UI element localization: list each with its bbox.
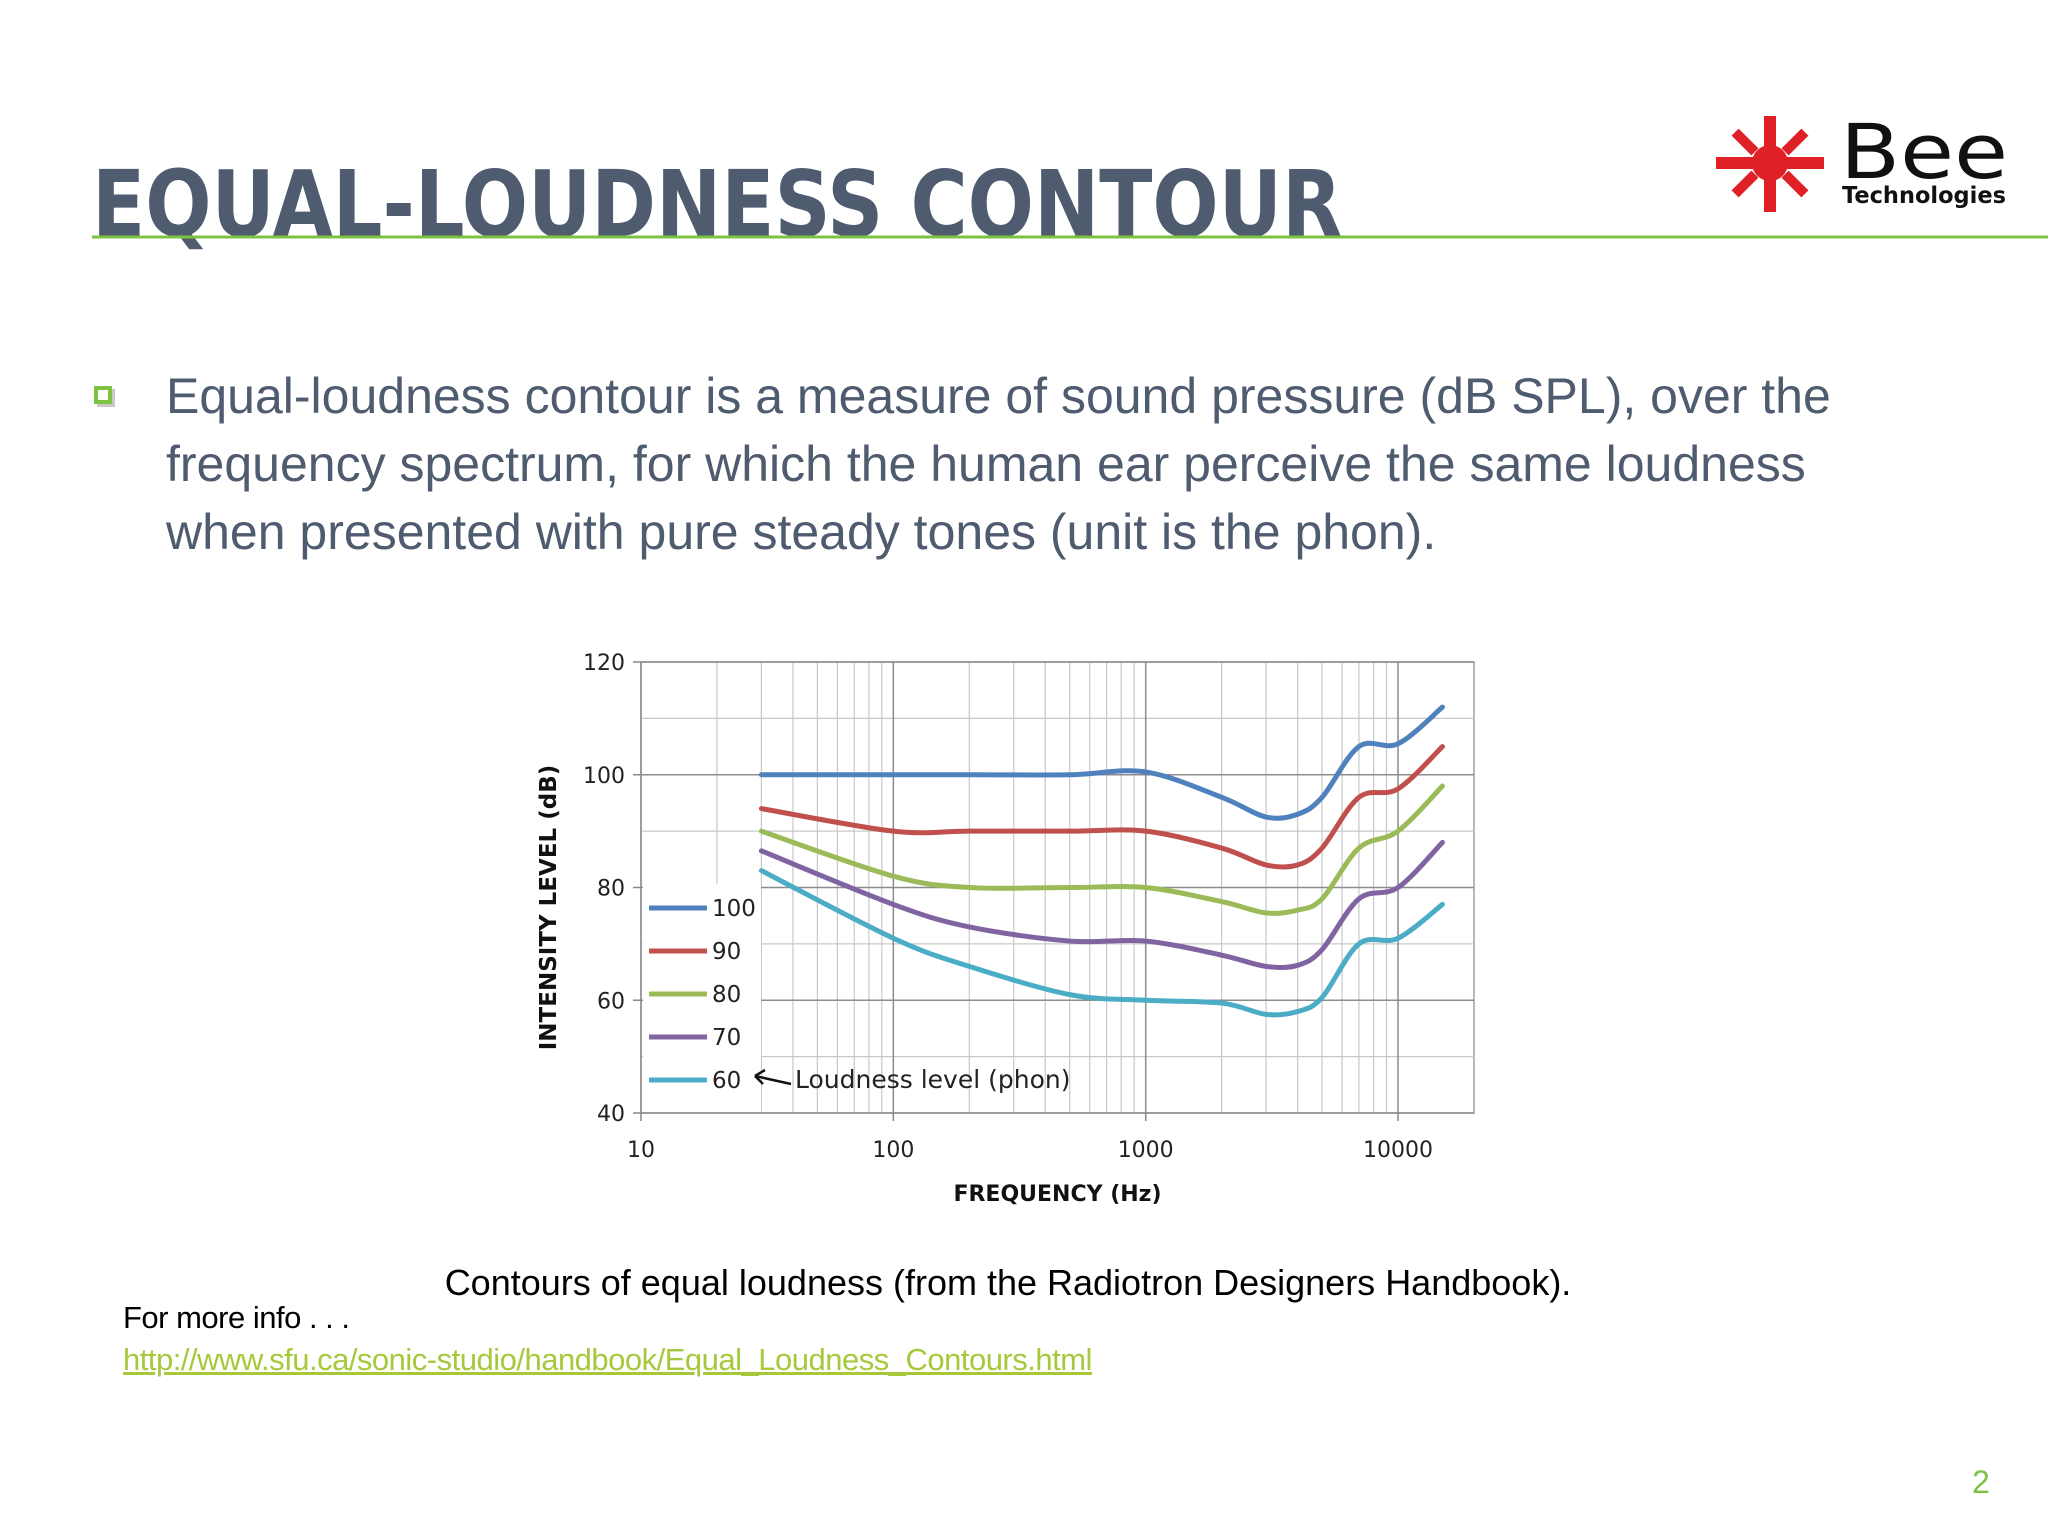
legend-label: 60 [712,1068,741,1094]
logo-tagline: Technologies [1842,183,2006,209]
x-tick-label: 1000 [1118,1138,1174,1163]
page-number: 2 [1972,1464,1990,1500]
legend-label: 70 [712,1025,741,1051]
more-info-link[interactable]: http://www.sfu.ca/sonic-studio/handbook/… [123,1342,1092,1377]
x-tick-label: 10000 [1363,1138,1433,1163]
y-tick-label: 120 [583,651,625,676]
bullet-text: Equal-loudness contour is a measure of s… [166,368,1831,560]
x-tick-label: 10 [627,1138,655,1163]
logo-mark [1716,116,1824,212]
y-tick-label: 40 [597,1102,625,1127]
y-tick-label: 100 [583,764,625,789]
series-line [758,783,1445,916]
annotation: Loudness level (phon) [795,1065,1070,1094]
series-line [758,868,1445,1018]
y-tick-label: 60 [597,989,625,1014]
y-tick-label: 80 [597,877,625,902]
logo-name: Bee [1840,107,2008,196]
slide-title: EQUAL-LOUDNESS CONTOUR [92,151,1342,258]
series-line [758,704,1445,821]
bullet-icon [94,386,112,404]
series-line [758,839,1445,971]
y-axis-label: INTENSITY LEVEL (dB) [536,765,562,1051]
legend-label: 100 [712,896,756,922]
caption: Contours of equal loudness (from the Rad… [444,1262,1572,1303]
x-tick-label: 100 [872,1138,914,1163]
more-info-label: For more info . . . [123,1300,350,1335]
x-axis-label: FREQUENCY (Hz) [953,1182,1161,1207]
legend-label: 80 [712,982,741,1008]
annotation-arrow [754,1068,792,1086]
legend-label: 90 [712,939,741,965]
legend-background [643,884,761,1112]
series-line [758,744,1445,870]
